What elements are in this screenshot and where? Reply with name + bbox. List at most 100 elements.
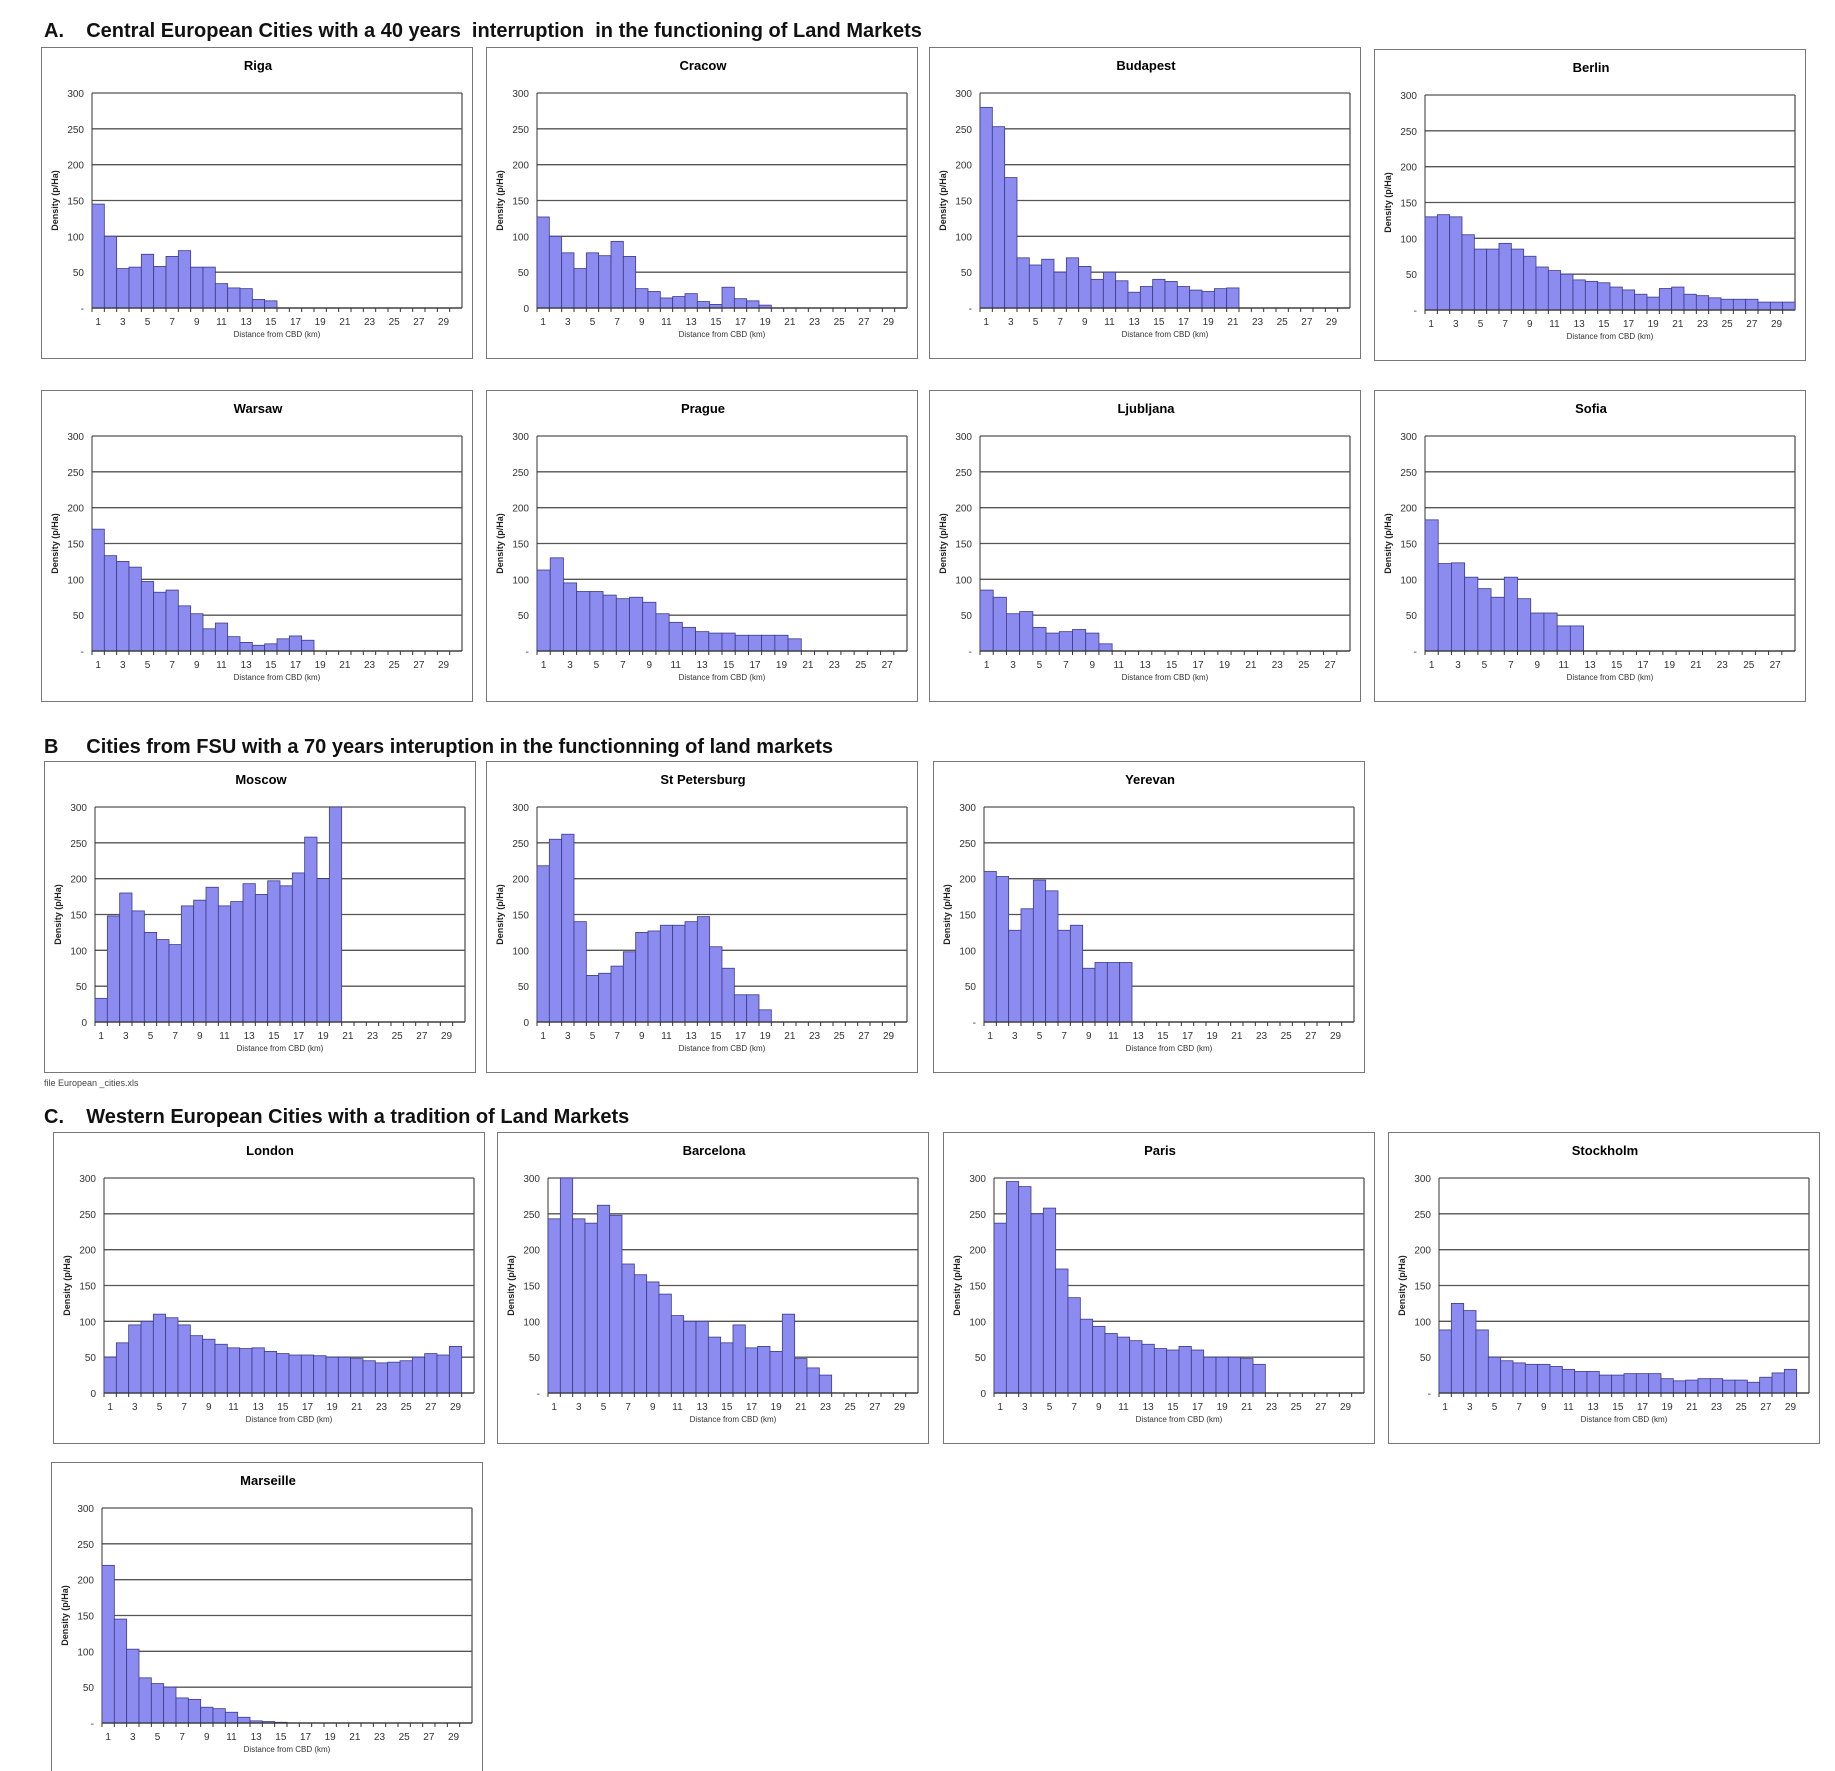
chart-panel-cracow: Cracow 0 50 100 150 200 250 300 1 3 5 7 9 11 13 15 17 19 2… xyxy=(486,47,918,359)
x-tick-label: 27 xyxy=(413,317,425,328)
bar-2 xyxy=(103,555,118,652)
bar-2 xyxy=(992,596,1007,652)
bar-1 xyxy=(993,1222,1007,1394)
x-tick-label: 21 xyxy=(784,317,796,328)
x-tick-label: 19 xyxy=(1203,317,1215,328)
bar-8 xyxy=(177,605,192,652)
bar-17 xyxy=(1190,1349,1205,1394)
y-tick-label: 150 xyxy=(512,197,529,208)
x-tick-label: 3 xyxy=(1008,317,1014,328)
bar-8 xyxy=(1517,598,1532,652)
y-tick-label: 150 xyxy=(512,540,529,551)
bar-10 xyxy=(647,930,661,1023)
chart-panel-berlin: Berlin -50 100 150 200 250 300 1 3 5 7 9 11 13 15 17 19 2… xyxy=(1374,49,1806,361)
x-tick-label: 15 xyxy=(1157,1031,1169,1042)
x-tick-label: 7 xyxy=(169,317,175,328)
y-tick-label: 300 xyxy=(512,803,529,814)
bar-8 xyxy=(1510,248,1525,311)
y-tick-label: 150 xyxy=(955,197,972,208)
y-tick-label: 250 xyxy=(1400,468,1417,479)
x-tick-label: 29 xyxy=(1785,1402,1797,1413)
x-tick-label: 23 xyxy=(374,1732,386,1743)
y-tick-label: - xyxy=(526,647,529,658)
x-tick-label: 29 xyxy=(1340,1402,1352,1413)
bar-21 xyxy=(350,1358,364,1394)
chart-title: Marseille xyxy=(240,1473,296,1488)
bar-15 xyxy=(264,643,278,652)
y-tick-label: 300 xyxy=(1400,91,1417,102)
x-tick-label: 1 xyxy=(1428,319,1434,330)
x-tick-label: 1 xyxy=(1429,660,1435,671)
bar-17 xyxy=(733,994,748,1023)
x-tick-label: 23 xyxy=(1252,317,1264,328)
bar-21 xyxy=(1671,286,1685,311)
bar-12 xyxy=(681,626,696,652)
x-tick-label: 11 xyxy=(1549,319,1560,330)
x-tick-label: 21 xyxy=(1241,1402,1253,1413)
x-tick-label: 13 xyxy=(1140,660,1152,671)
bar-9 xyxy=(635,288,649,309)
bar-25 xyxy=(399,1360,413,1394)
x-tick-label: 15 xyxy=(721,1402,733,1413)
bar-23 xyxy=(818,1374,833,1394)
bar-11 xyxy=(1547,270,1562,311)
bar-4 xyxy=(131,910,145,1023)
x-tick-label: 19 xyxy=(1217,1402,1229,1413)
x-tick-label: 29 xyxy=(438,660,450,671)
bar-6 xyxy=(153,266,167,309)
bar-15 xyxy=(1597,282,1611,311)
y-axis-label: Density (p/Ha) xyxy=(506,1255,516,1316)
x-tick-label: 5 xyxy=(590,1031,596,1042)
bar-26 xyxy=(411,1356,426,1394)
bar-18 xyxy=(1634,293,1648,311)
x-axis-label: Distance from CBD (km) xyxy=(679,1044,766,1053)
y-tick-label: 200 xyxy=(79,1246,96,1257)
bar-17 xyxy=(748,634,763,652)
bar-16 xyxy=(721,286,735,309)
y-tick-label: 50 xyxy=(965,982,977,993)
x-tick-label: 3 xyxy=(576,1402,582,1413)
x-axis-label: Distance from CBD (km) xyxy=(234,673,321,682)
x-tick-label: 27 xyxy=(1315,1402,1327,1413)
bar-17 xyxy=(1621,289,1636,311)
x-axis-label: Distance from CBD (km) xyxy=(1126,1044,1213,1053)
bar-3 xyxy=(119,892,133,1023)
bar-12 xyxy=(1115,280,1129,309)
bar-4 xyxy=(128,566,142,652)
x-tick-label: 3 xyxy=(1012,1031,1018,1042)
bar-3 xyxy=(1449,216,1463,311)
y-tick-label: 150 xyxy=(523,1282,540,1293)
x-tick-label: 23 xyxy=(809,317,821,328)
y-tick-label: - xyxy=(1428,1389,1431,1400)
section-c-title: C. Western European Cities with a tradit… xyxy=(44,1106,629,1129)
y-tick-label: 150 xyxy=(70,911,87,922)
x-axis-label: Distance from CBD (km) xyxy=(679,330,766,339)
bar-6 xyxy=(156,939,170,1023)
bar-17 xyxy=(1635,1373,1650,1394)
x-tick-label: 23 xyxy=(1272,660,1284,671)
bar-13 xyxy=(1572,279,1586,311)
bar-4 xyxy=(1461,234,1475,311)
x-tick-label: 27 xyxy=(423,1732,435,1743)
y-tick-label: 50 xyxy=(73,611,85,622)
y-tick-label: 250 xyxy=(523,1210,540,1221)
bar-5 xyxy=(1032,626,1047,652)
x-tick-label: 25 xyxy=(389,317,401,328)
x-tick-label: 25 xyxy=(1736,1402,1748,1413)
bar-5 xyxy=(585,975,600,1023)
x-tick-label: 23 xyxy=(829,660,841,671)
x-tick-label: 3 xyxy=(130,1732,136,1743)
bar-28 xyxy=(1757,301,1771,311)
x-tick-label: 7 xyxy=(1061,1031,1067,1042)
x-tick-label: 11 xyxy=(1114,660,1125,671)
chart-panel-riga: Riga -50 100 150 200 250 300 1 3 5 7 9 11 13 15 17 19 21 2… xyxy=(41,47,473,359)
bar-13 xyxy=(1127,291,1141,309)
y-tick-label: - xyxy=(537,1389,540,1400)
bar-6 xyxy=(1045,890,1059,1023)
bar-26 xyxy=(1746,1381,1761,1394)
bar-8 xyxy=(1524,1363,1539,1394)
bar-7 xyxy=(1067,1297,1081,1394)
x-tick-label: 9 xyxy=(1082,317,1088,328)
